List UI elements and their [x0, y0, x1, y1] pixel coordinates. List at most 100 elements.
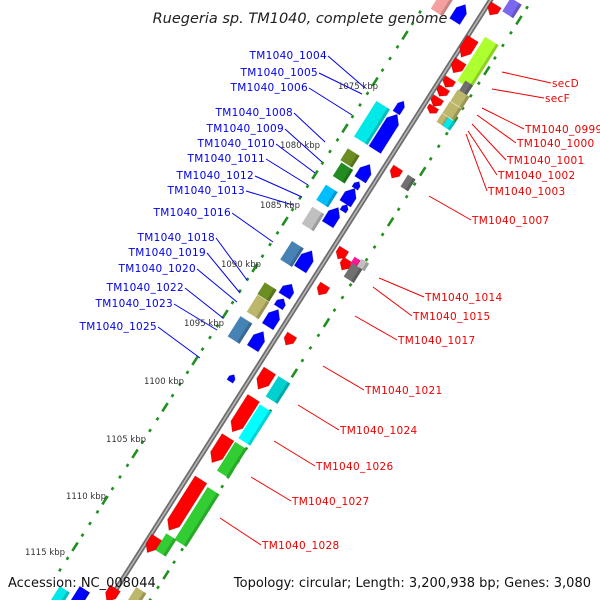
forward-gene-label[interactable]: TM1040_1008: [215, 107, 293, 119]
gene-box[interactable]: [457, 36, 499, 90]
forward-gene-label[interactable]: TM1040_1004: [249, 50, 327, 62]
gene-box[interactable]: [174, 487, 220, 547]
gene-box[interactable]: [257, 282, 277, 302]
gene-box[interactable]: [430, 0, 454, 17]
forward-gene-arrow[interactable]: [368, 111, 403, 155]
gene-box[interactable]: [343, 263, 363, 283]
gene-box[interactable]: [127, 587, 147, 600]
forward-gene-label[interactable]: TM1040_1011: [187, 153, 265, 165]
forward-gene-label[interactable]: TM1040_1009: [206, 123, 284, 135]
gene-box[interactable]: [265, 376, 291, 404]
reverse-gene-arrow[interactable]: [102, 584, 122, 600]
gene-box[interactable]: [442, 101, 462, 121]
gene-box[interactable]: [340, 148, 360, 168]
forward-gene-arrow[interactable]: [448, 1, 471, 26]
reverse-gene-label[interactable]: TM1040_1007: [471, 215, 549, 227]
forward-gene-label[interactable]: TM1040_1006: [230, 82, 308, 94]
gene-box[interactable]: [458, 80, 474, 96]
forward-gene-label[interactable]: TM1040_1022: [106, 282, 184, 294]
gene-box[interactable]: [238, 404, 272, 446]
reverse-gene-label[interactable]: TM1040_1003: [487, 186, 565, 198]
forward-gene-arrow[interactable]: [273, 296, 288, 311]
forward-gene-arrow[interactable]: [278, 281, 297, 301]
reverse-gene-arrow[interactable]: [434, 83, 451, 100]
reverse-gene-arrow[interactable]: [440, 74, 457, 91]
reverse-gene-arrow[interactable]: [206, 432, 235, 467]
reverse-gene-arrow[interactable]: [226, 393, 261, 435]
forward-gene-arrow[interactable]: [261, 306, 284, 331]
gene-box[interactable]: [332, 162, 354, 184]
gene-box[interactable]: [316, 184, 338, 208]
reverse-gene-arrow[interactable]: [448, 56, 467, 77]
gene-box[interactable]: [502, 0, 522, 19]
gene-box[interactable]: [50, 586, 70, 600]
forward-gene-label[interactable]: TM1040_1016: [153, 207, 231, 219]
gene-box[interactable]: [354, 100, 390, 146]
forward-gene-arrow[interactable]: [339, 203, 350, 214]
reverse-gene-label[interactable]: TM1040_1001: [506, 155, 584, 167]
reverse-gene-arrow[interactable]: [387, 164, 404, 181]
reverse-gene-label[interactable]: TM1040_1028: [261, 540, 339, 552]
forward-gene-arrow[interactable]: [226, 373, 237, 384]
forward-gene-arrow[interactable]: [293, 247, 318, 274]
reverse-gene-arrow[interactable]: [428, 93, 445, 110]
reverse-gene-label[interactable]: secD: [552, 78, 579, 90]
forward-gene-arrow[interactable]: [351, 180, 362, 191]
gene-box[interactable]: [216, 441, 248, 479]
reverse-gene-label[interactable]: TM1040_1024: [339, 425, 417, 437]
gene-arrow-body: [230, 393, 261, 433]
reverse-gene-arrow[interactable]: [252, 366, 277, 393]
reverse-gene-label[interactable]: TM1040_1015: [412, 311, 490, 323]
forward-gene-arrow[interactable]: [339, 185, 361, 208]
forward-gene-arrow[interactable]: [246, 328, 269, 353]
forward-gene-arrow[interactable]: [354, 161, 376, 184]
forward-gene-label[interactable]: TM1040_1005: [240, 67, 318, 79]
forward-gene-label[interactable]: TM1040_1012: [176, 170, 254, 182]
reverse-gene-arrow[interactable]: [485, 1, 502, 19]
reverse-gene-arrow[interactable]: [456, 34, 480, 61]
reverse-gene-label[interactable]: TM1040_1002: [497, 170, 575, 182]
reverse-gene-arrow[interactable]: [142, 533, 163, 556]
gene-box[interactable]: [246, 294, 270, 320]
gene-box[interactable]: [280, 240, 304, 268]
reverse-gene-label[interactable]: TM1040_1027: [291, 496, 369, 508]
forward-gene-label[interactable]: TM1040_1018: [137, 232, 215, 244]
gene-arrow-body: [104, 584, 122, 600]
tick-dot: [260, 254, 265, 259]
reverse-gene-label[interactable]: TM1040_0999: [524, 124, 600, 136]
reverse-gene-arrow[interactable]: [333, 245, 350, 262]
forward-gene-label[interactable]: TM1040_1025: [79, 321, 157, 333]
forward-gene-label[interactable]: TM1040_1023: [95, 298, 173, 310]
reverse-gene-label[interactable]: secF: [545, 93, 570, 105]
reverse-gene-arrow[interactable]: [314, 281, 331, 298]
reverse-gene-label[interactable]: TM1040_1021: [364, 385, 442, 397]
forward-gene-label[interactable]: TM1040_1019: [128, 247, 206, 259]
forward-gene-label[interactable]: TM1040_1013: [167, 185, 245, 197]
forward-gene-label[interactable]: TM1040_1010: [197, 138, 275, 150]
reverse-gene-arrow[interactable]: [281, 331, 298, 348]
forward-gene-arrow[interactable]: [321, 204, 344, 229]
reverse-gene-arrow[interactable]: [425, 102, 440, 117]
reverse-gene-label[interactable]: TM1040_1026: [315, 461, 393, 473]
reverse-gene-label[interactable]: TM1040_1014: [424, 292, 502, 304]
gene-box[interactable]: [301, 206, 325, 232]
forward-label-leader: [308, 87, 353, 116]
gene-box[interactable]: [442, 117, 456, 131]
gene-box[interactable]: [70, 586, 90, 600]
gene-box-body: [301, 206, 325, 232]
forward-gene-label[interactable]: TM1040_1020: [118, 263, 196, 275]
tick-dot: [328, 149, 332, 154]
gene-box[interactable]: [227, 316, 253, 344]
forward-label-leader: [265, 158, 309, 186]
gene-box[interactable]: [450, 89, 470, 109]
forward-gene-arrow[interactable]: [392, 99, 407, 116]
reverse-gene-arrow[interactable]: [163, 475, 208, 534]
gene-box[interactable]: [400, 174, 416, 192]
gene-box[interactable]: [155, 533, 177, 557]
reverse-gene-arrow[interactable]: [337, 256, 354, 273]
tick-dot: [335, 137, 340, 142]
reverse-gene-label[interactable]: TM1040_1017: [397, 335, 475, 347]
tick-dot: [364, 257, 369, 262]
reverse-gene-label[interactable]: TM1040_1000: [516, 138, 594, 150]
tick-dot: [350, 114, 355, 119]
